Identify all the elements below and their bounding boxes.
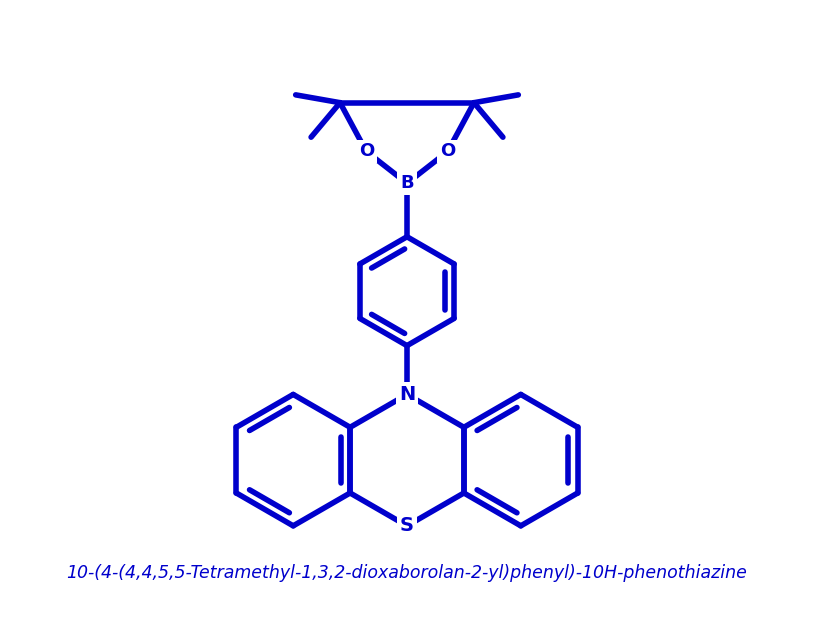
Text: N: N xyxy=(399,385,415,404)
Text: O: O xyxy=(359,142,374,160)
Text: 10-(4-(4,4,5,5-Tetramethyl-1,3,2-dioxaborolan-2-yl)phenyl)-10H-phenothiazine: 10-(4-(4,4,5,5-Tetramethyl-1,3,2-dioxabo… xyxy=(67,564,747,582)
Text: B: B xyxy=(400,175,414,193)
Text: S: S xyxy=(400,516,414,535)
Text: O: O xyxy=(440,142,455,160)
